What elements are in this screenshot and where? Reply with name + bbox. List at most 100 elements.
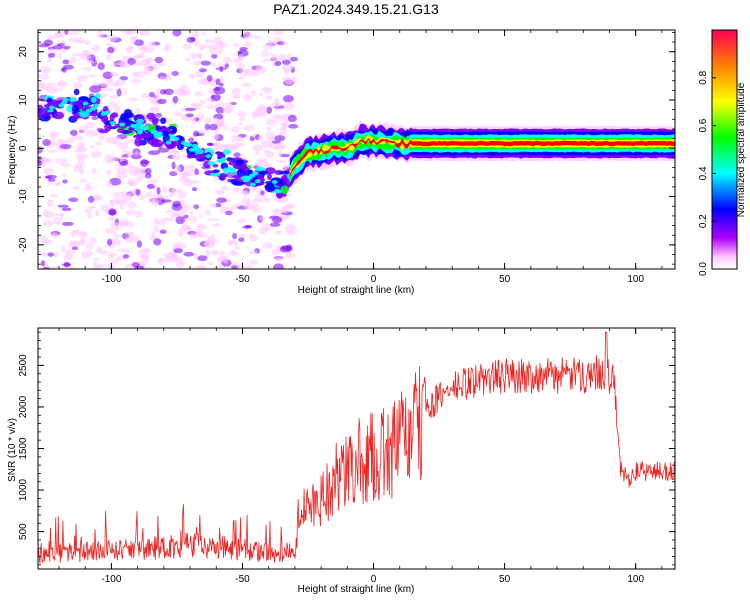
spectrogram-noise [127, 139, 133, 143]
spectrogram-noise [243, 125, 255, 132]
spectrogram-ridge-blob [116, 128, 126, 134]
spectrogram-noise [177, 191, 187, 199]
spectrogram-noise [127, 57, 136, 65]
spectrogram-noise [154, 56, 164, 64]
spectrogram-ridge-peak [173, 136, 180, 141]
spectrogram-noise [171, 203, 183, 211]
spectrogram-ridge-blob [71, 104, 79, 114]
spectrogram-noise [233, 142, 245, 148]
spectrogram-ridge-blob [234, 159, 245, 166]
spectrogram-ridge-peak [205, 154, 212, 159]
spectrogram-ridge-blob [127, 129, 134, 134]
spectrogram-ridge-blob [173, 139, 181, 147]
spectrogram-noise [82, 186, 94, 191]
spectrogram-noise [38, 41, 42, 46]
spectrogram-noise [197, 53, 203, 60]
spectrogram-noise [40, 66, 51, 74]
spectrogram-noise [133, 166, 142, 174]
spectrogram-x-axis: -100 -50 0 50 100 [58, 30, 663, 285]
spectrogram-noise [124, 30, 137, 36]
spectrogram-noise [79, 178, 88, 184]
spectrogram-noise [259, 216, 266, 221]
spectrogram-noise [242, 264, 253, 269]
spectrogram-noise [136, 240, 143, 248]
spectrogram-noise [215, 106, 225, 114]
spectrogram-noise [72, 82, 82, 90]
spectrogram-ridge-peak [150, 129, 157, 134]
spectrogram-noise [86, 59, 95, 64]
spectrogram-noise [204, 98, 215, 102]
spectrogram-noise [137, 193, 145, 201]
spectrogram-ridge-blob [79, 111, 90, 118]
spectrogram-ridge-blob [162, 133, 170, 143]
spectrogram-ridge-peak [180, 141, 187, 146]
spectrogram-noise [67, 137, 75, 144]
spectrogram-noise [147, 179, 158, 184]
spectrogram-noise [105, 43, 112, 47]
spectrogram-noise [219, 205, 229, 212]
spectrogram-noise [258, 134, 264, 143]
spectrogram-noise [254, 194, 267, 202]
spectrogram-noise [96, 264, 107, 268]
colorbar-tick-label: 0.2 [698, 214, 709, 228]
spectrogram-noise [144, 172, 152, 179]
snr-x-tick-label: 100 [627, 574, 644, 585]
spectrogram-noise [224, 102, 233, 107]
spectrogram-noise [248, 234, 258, 242]
spectrogram-noise [283, 206, 288, 215]
spectrogram-noise [171, 188, 183, 193]
spectrogram-noise [156, 187, 161, 195]
spectrogram-noise [231, 87, 241, 96]
spectrogram-noise [286, 53, 293, 60]
spectrogram-noise [57, 51, 62, 60]
spectrogram-noise [55, 157, 67, 164]
spectrogram-noise [255, 150, 260, 156]
spectrogram-noise [130, 36, 137, 44]
spectrogram-noise [201, 31, 207, 36]
snr-x-tick-label: -50 [235, 574, 250, 585]
spectrogram-noise [59, 163, 71, 167]
spectrogram-noise [275, 229, 282, 235]
spectrogram-noise [280, 121, 290, 128]
spectrogram-noise [110, 72, 119, 77]
spectrogram-noise [40, 237, 49, 244]
spectrogram-noise [262, 222, 269, 227]
spectrogram-noise [211, 53, 218, 59]
spectrogram-noise [43, 39, 53, 47]
spectrogram-noise [116, 88, 122, 97]
spectrogram-ridge-blob [169, 144, 174, 149]
spectrogram-noise [238, 75, 244, 80]
spectrogram-noise [47, 252, 54, 257]
spectrogram-noise [108, 78, 114, 84]
spectrogram-noise [212, 117, 220, 122]
spectrogram-noise [49, 266, 60, 269]
spectrogram-ridge-peak [85, 108, 92, 113]
spectrogram-noise [208, 123, 218, 131]
spectrogram-ridge-peak [243, 178, 250, 183]
spectrogram-ridge-blob [136, 118, 145, 124]
spectrogram-noise [73, 165, 79, 173]
spectrogram-noise [152, 63, 159, 71]
spectrogram-noise [119, 161, 129, 167]
spectrogram-noise [68, 197, 79, 203]
spectrogram-noise [141, 254, 150, 260]
spectrogram-noise [80, 232, 88, 236]
spectrogram-y-tick-label: -20 [18, 237, 29, 252]
spectrogram-noise [136, 176, 143, 182]
spectrogram-noise [268, 52, 274, 57]
spectrogram-noise [182, 43, 192, 50]
spectrogram-noise [91, 116, 99, 121]
spectrogram-noise [275, 159, 287, 164]
spectrogram-noise [269, 222, 281, 227]
spectrogram-noise [100, 204, 111, 212]
spectrogram-noise [62, 59, 70, 65]
spectrogram-noise [104, 227, 114, 234]
spectrogram-noise [204, 208, 211, 216]
spectrogram-noise [109, 155, 119, 162]
spectrogram-noise [262, 44, 275, 50]
spectrogram-noise [148, 91, 155, 98]
spectrogram-noise [157, 147, 170, 153]
spectrogram-noise [153, 238, 162, 246]
spectrogram-noise [64, 30, 69, 36]
